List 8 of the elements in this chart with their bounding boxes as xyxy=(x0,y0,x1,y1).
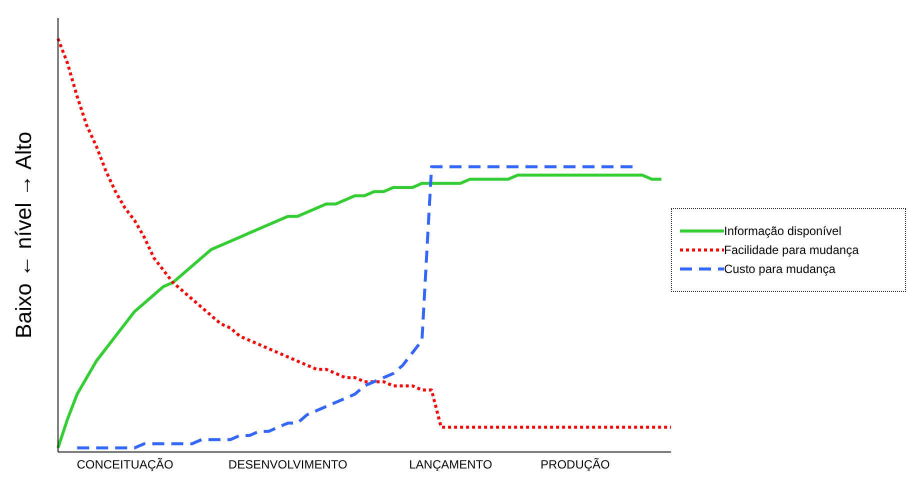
x-tick-label: PRODUÇÃO xyxy=(540,458,610,472)
legend-label: Custo para mudança xyxy=(724,262,836,276)
y-axis-title: Baixo ← nível → Alto xyxy=(10,132,36,338)
x-tick-label: CONCEITUAÇÃO xyxy=(76,458,174,472)
legend-label: Informação disponível xyxy=(724,224,842,238)
x-tick-label: DESENVOLVIMENTO xyxy=(228,458,348,472)
legend-label: Facilidade para mudança xyxy=(724,243,859,257)
x-tick-label: LANÇAMENTO xyxy=(409,458,492,472)
